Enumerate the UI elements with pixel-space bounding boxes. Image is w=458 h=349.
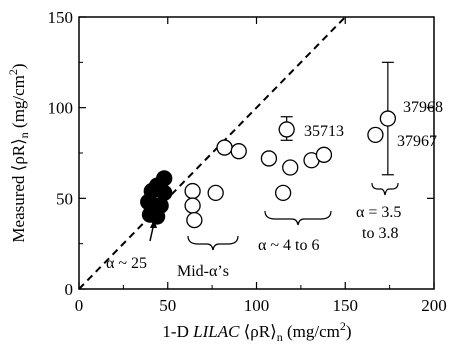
open-data-point xyxy=(184,182,201,200)
filled-data-point xyxy=(145,197,162,214)
label-37968: 37968 xyxy=(403,99,443,116)
y-title-units: (mg/cm xyxy=(9,75,28,132)
open-data-point xyxy=(216,139,233,156)
error-bars xyxy=(280,61,394,176)
y-tick-label: 150 xyxy=(48,8,74,27)
x-ticks: 0 50 100 150 200 xyxy=(75,17,447,315)
y-tick-label: 50 xyxy=(56,189,73,208)
open-data-point xyxy=(315,146,333,163)
data-points xyxy=(140,110,397,229)
y-title-prefix: Measured ⟨ρR⟩ xyxy=(9,138,28,242)
brace-3.5 xyxy=(371,182,399,196)
label-35713: 35713 xyxy=(304,123,344,140)
group-braces xyxy=(187,182,399,251)
filled-data-point xyxy=(156,170,173,187)
y-title-sub: n xyxy=(17,132,31,138)
open-data-point xyxy=(379,110,397,127)
open-data-point xyxy=(230,143,247,160)
brace-mid xyxy=(187,235,239,251)
x-title-rho: ⟨ρR⟩ xyxy=(239,322,276,341)
open-data-point xyxy=(274,184,292,202)
label-mid-alpha: Mid-α’s xyxy=(177,263,229,280)
alpha25-arrow-head xyxy=(150,219,157,228)
x-tick-label: 200 xyxy=(421,296,447,315)
open-data-point xyxy=(282,159,299,176)
y-axis-title: Measured ⟨ρR⟩n (mg/cm2) xyxy=(6,63,31,242)
x-title-close: ) xyxy=(346,322,352,341)
x-axis-title: 1-D LILAC ⟨ρR⟩n (mg/cm2) xyxy=(162,319,351,344)
open-data-point xyxy=(184,197,201,214)
y-tick-label: 100 xyxy=(48,99,74,118)
x-title-italic: LILAC xyxy=(192,322,240,341)
open-data-point xyxy=(278,121,295,138)
open-data-point xyxy=(186,211,203,229)
x-title-units: (mg/cm xyxy=(283,322,340,341)
x-tick-label: 150 xyxy=(333,296,359,315)
x-tick-label: 100 xyxy=(244,296,270,315)
open-data-point xyxy=(367,126,384,144)
label-37967: 37967 xyxy=(397,133,437,150)
y-tick-label: 0 xyxy=(65,280,74,299)
label-alpha25: α ~ 25 xyxy=(106,255,147,272)
reference-line xyxy=(78,16,346,290)
x-tick-label: 50 xyxy=(159,296,176,315)
open-data-point xyxy=(207,184,224,202)
plot-frame xyxy=(78,16,435,290)
brace-4to6 xyxy=(264,210,332,226)
alpha25-arrow xyxy=(149,219,157,242)
label-3.5: α = 3.5 xyxy=(356,204,401,221)
open-data-point xyxy=(260,150,278,167)
y-title-sup: 2 xyxy=(6,69,20,75)
y-title-close: ) xyxy=(9,63,28,69)
x-tick-label: 0 xyxy=(75,296,84,315)
y-ticks: 0 50 100 150 xyxy=(48,8,434,299)
x-title-prefix: 1-D xyxy=(162,322,193,341)
label-3.8: to 3.8 xyxy=(362,225,398,242)
x-title-sup: 2 xyxy=(340,319,346,333)
x-title-sub: n xyxy=(277,330,283,344)
label-4to6: α ~ 4 to 6 xyxy=(258,237,319,254)
